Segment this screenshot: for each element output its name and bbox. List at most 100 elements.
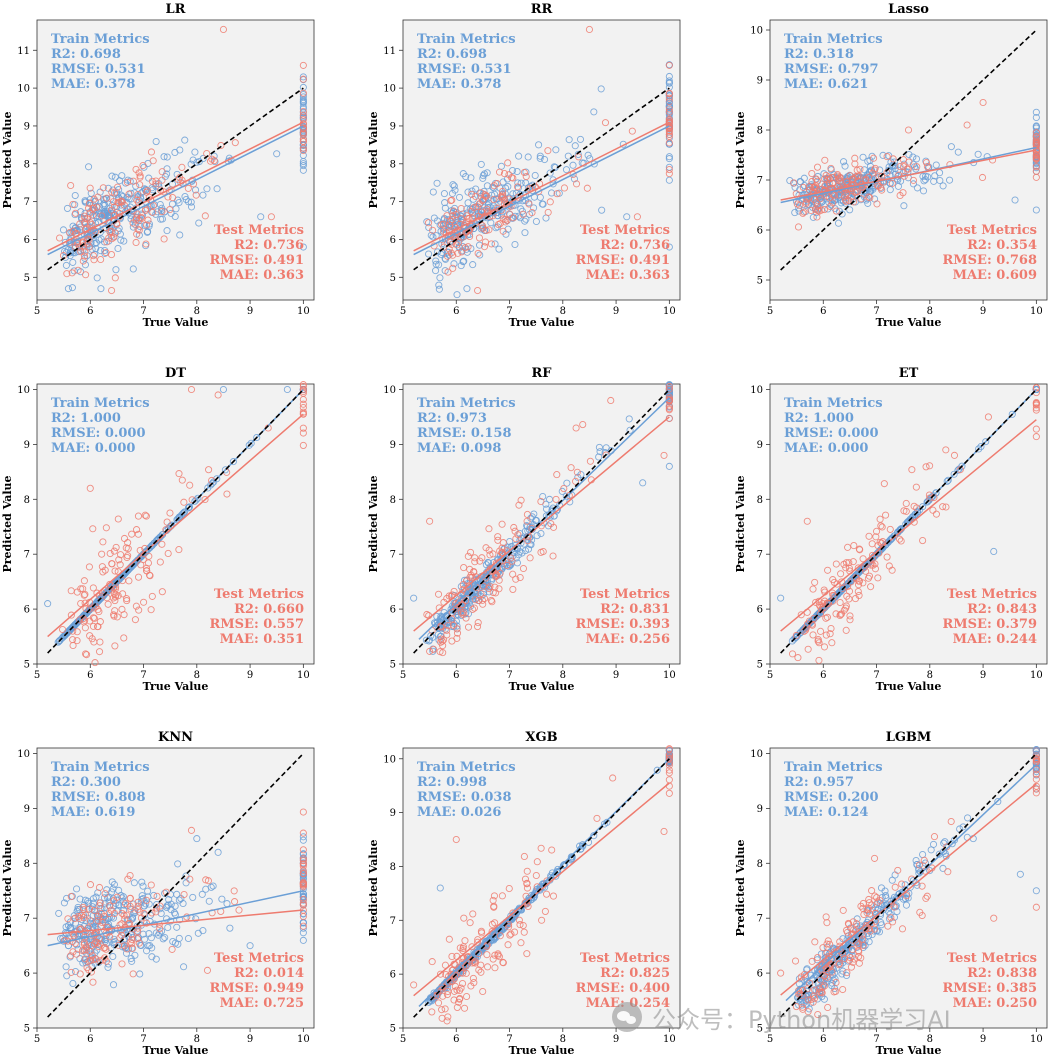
train-r2: R2: 0.300 <box>51 775 121 790</box>
train-point <box>299 83 307 91</box>
train-point <box>181 193 189 201</box>
train-point <box>299 151 307 159</box>
test-point <box>66 229 74 237</box>
x-axis-label: True Value <box>143 316 209 329</box>
test-point <box>85 243 93 251</box>
test-point <box>76 220 84 228</box>
x-tick-label: 9 <box>247 306 253 317</box>
train-r2: R2: 1.000 <box>51 411 121 426</box>
test-rmse: RMSE: 0.768 <box>942 253 1037 268</box>
train-point <box>116 230 124 238</box>
train-point <box>468 209 476 217</box>
test-point <box>111 274 119 282</box>
test-point <box>152 180 160 188</box>
x-tick-label: 6 <box>453 1034 459 1045</box>
train-rmse: RMSE: 0.038 <box>417 790 512 805</box>
train-point <box>515 212 523 220</box>
train-point <box>191 186 200 194</box>
train-metrics-heading: Train Metrics <box>51 760 150 775</box>
test-point <box>299 146 307 155</box>
test-r2: R2: 0.354 <box>967 238 1037 253</box>
x-tick-label: 5 <box>767 670 773 681</box>
y-tick-label: 8 <box>757 495 763 506</box>
train-point <box>535 141 543 149</box>
test-mae: MAE: 0.609 <box>953 268 1037 283</box>
test-point <box>299 111 307 119</box>
y-tick-label: 9 <box>757 804 763 815</box>
test-metrics-heading: Test Metrics <box>214 587 304 602</box>
train-point <box>491 240 499 248</box>
test-point <box>149 208 157 216</box>
train-point <box>433 179 441 187</box>
x-tick-label: 8 <box>194 306 200 317</box>
chart-title: DT <box>165 366 186 381</box>
y-tick-label: 11 <box>17 46 30 57</box>
train-point <box>85 163 93 171</box>
test-point <box>108 235 116 243</box>
x-tick-label: 8 <box>194 1034 200 1045</box>
x-tick-label: 7 <box>140 670 146 681</box>
test-point <box>90 195 98 203</box>
train-rmse: RMSE: 0.200 <box>784 790 879 805</box>
test-point <box>231 139 239 147</box>
train-point <box>513 167 521 176</box>
train-point <box>63 204 72 212</box>
test-point <box>89 211 97 219</box>
outlier-point <box>267 213 275 221</box>
train-r2: R2: 0.998 <box>417 775 487 790</box>
x-tick-label: 8 <box>560 306 566 317</box>
test-point <box>149 157 157 165</box>
test-point <box>143 188 151 196</box>
y-axis-label: Predicted Value <box>734 475 747 572</box>
train-fit-line <box>47 125 304 256</box>
points-layer <box>56 25 307 295</box>
x-tick-label: 7 <box>140 306 146 317</box>
train-r2: R2: 0.973 <box>417 411 487 426</box>
train-mae: MAE: 0.378 <box>51 77 135 92</box>
y-tick-label: 10 <box>750 385 763 396</box>
x-tick-label: 7 <box>873 670 879 681</box>
train-point <box>299 73 307 81</box>
train-point <box>112 266 120 274</box>
test-point <box>81 214 89 223</box>
test-point <box>67 181 75 190</box>
y-tick-label: 6 <box>757 605 763 616</box>
test-point <box>132 165 140 173</box>
train-point <box>598 206 606 214</box>
x-tick-label: 8 <box>927 1034 933 1045</box>
test-point <box>109 198 117 206</box>
test-point <box>299 144 307 152</box>
y-tick-label: 6 <box>24 605 30 616</box>
test-point <box>85 199 93 208</box>
train-point <box>140 163 148 171</box>
outlier-point <box>299 99 307 107</box>
train-point <box>181 136 189 144</box>
train-point <box>93 274 101 282</box>
y-axis-label: Predicted Value <box>367 839 380 936</box>
test-point <box>169 194 177 202</box>
train-point <box>571 142 579 150</box>
train-point <box>536 152 544 160</box>
test-point <box>160 235 168 243</box>
train-r2: R2: 1.000 <box>784 411 854 426</box>
train-point <box>453 291 461 299</box>
train-r2: R2: 0.957 <box>784 775 854 790</box>
train-point <box>665 153 673 161</box>
x-tick-label: 10 <box>663 1034 676 1045</box>
y-tick-label: 10 <box>750 26 763 37</box>
train-point <box>120 237 128 245</box>
test-point <box>111 229 119 237</box>
test-mae: MAE: 0.725 <box>220 996 304 1011</box>
y-tick-label: 9 <box>390 808 396 819</box>
test-point <box>125 190 133 198</box>
test-point <box>117 197 125 205</box>
test-mae: MAE: 0.351 <box>220 632 304 647</box>
train-mae: MAE: 0.026 <box>417 805 501 820</box>
test-point <box>299 89 307 97</box>
test-point <box>139 161 147 170</box>
test-point <box>79 257 87 265</box>
x-axis-label: True Value <box>509 1044 575 1057</box>
